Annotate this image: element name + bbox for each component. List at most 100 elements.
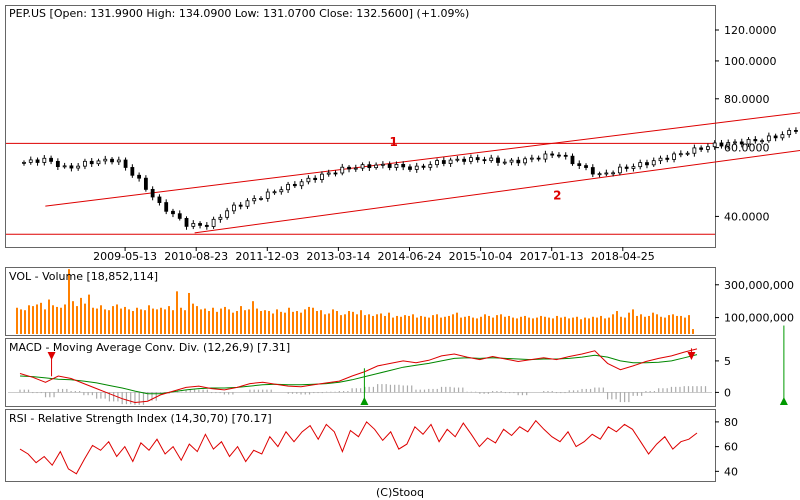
candle-body [286, 183, 290, 191]
candle-body [28, 159, 33, 163]
volume-bar [116, 304, 118, 334]
volume-bar [676, 315, 678, 334]
volume-bar [52, 305, 54, 334]
candle-body [523, 158, 527, 164]
volume-bar [596, 317, 598, 334]
channel-lower-line [194, 149, 800, 234]
volume-bar [612, 314, 614, 334]
volume-bar [652, 312, 654, 334]
price-panel-title: PEP.US [Open: 131.9900 High: 134.0900 Lo… [9, 7, 469, 20]
volume-bar [284, 312, 286, 334]
macd-y-tick-label: 5 [724, 355, 731, 368]
candle-body [265, 191, 270, 199]
candle-body [794, 130, 798, 132]
volume-bar [276, 309, 278, 334]
volume-bar [36, 304, 38, 334]
volume-bar [620, 316, 622, 334]
volume-bar [540, 315, 542, 334]
volume-bar [76, 306, 78, 334]
volume-bar [156, 309, 158, 334]
volume-bar [224, 306, 226, 334]
volume-bar [344, 314, 346, 334]
volume-bar [296, 311, 298, 334]
candle-body [150, 188, 155, 198]
volume-bar [564, 316, 566, 334]
candle-body [232, 204, 236, 212]
candle-body [387, 163, 392, 168]
volume-bar [684, 317, 686, 334]
candle-body [604, 172, 609, 175]
candle-body [590, 167, 595, 175]
price-x-tick-label: 2011-12-03 [235, 250, 299, 263]
volume-bar [304, 309, 306, 334]
candle-body [475, 157, 480, 161]
volume-bar [648, 315, 650, 334]
candle-body [313, 177, 318, 181]
candle-body [557, 154, 561, 157]
volume-bar [252, 301, 254, 334]
volume-bar [560, 317, 562, 334]
volume-bar [400, 316, 402, 334]
candle-body [577, 163, 582, 166]
candle-body [184, 217, 189, 227]
candle-body [380, 163, 385, 166]
volume-bar [352, 311, 354, 334]
volume-bar [192, 303, 194, 334]
macd-buy-marker [360, 397, 369, 405]
candle-body [665, 157, 670, 160]
candle-body [672, 153, 676, 160]
volume-bar [488, 315, 490, 334]
volume-bar [132, 311, 134, 334]
macd-panel-frame [5, 338, 716, 407]
volume-bar [404, 315, 406, 334]
candle-body [441, 160, 446, 164]
candle-body [83, 160, 87, 167]
volume-bar [360, 310, 362, 334]
volume-bar [128, 309, 130, 334]
candle-body [753, 139, 758, 142]
candle-body [22, 161, 26, 164]
candle-body [482, 159, 487, 162]
price-y-tick-label: 60.0000 [724, 142, 770, 155]
candle-body [401, 163, 406, 168]
volume-bar [508, 315, 510, 334]
candle-body [448, 159, 453, 164]
volume-bar [440, 317, 442, 334]
volume-bar [160, 307, 162, 334]
candle-body [428, 164, 433, 168]
rsi-panel-frame [5, 409, 716, 482]
macd-line [19, 348, 698, 404]
candle-body [306, 177, 311, 183]
candle-body [353, 167, 358, 170]
volume-bar [152, 308, 154, 334]
volume-bar [196, 306, 198, 334]
volume-bar [480, 316, 482, 334]
volume-bar [424, 316, 426, 334]
candle-body [787, 130, 792, 136]
volume-bar [448, 315, 450, 334]
candle-body [733, 141, 737, 144]
volume-bar [456, 312, 458, 334]
candle-body [69, 165, 74, 169]
candle-body [502, 161, 507, 164]
candle-body [76, 165, 81, 169]
candle-body [245, 200, 250, 207]
candle-body [543, 153, 548, 160]
candle-body [35, 159, 40, 163]
candle-body [299, 181, 304, 187]
candle-body [49, 157, 53, 162]
candle-body [624, 166, 629, 169]
macd-sell-marker [47, 352, 56, 360]
volume-bar [600, 315, 602, 334]
candle-body [42, 157, 47, 163]
candle-body [462, 158, 467, 162]
macd-signal-line [19, 354, 698, 395]
volume-bar [168, 306, 170, 334]
volume-bar [140, 309, 142, 334]
candle-body [116, 159, 121, 163]
volume-bar [644, 316, 646, 334]
volume-bar [580, 319, 582, 334]
volume-bar [120, 308, 122, 334]
volume-bar [616, 311, 618, 334]
volume-bar [692, 329, 694, 334]
